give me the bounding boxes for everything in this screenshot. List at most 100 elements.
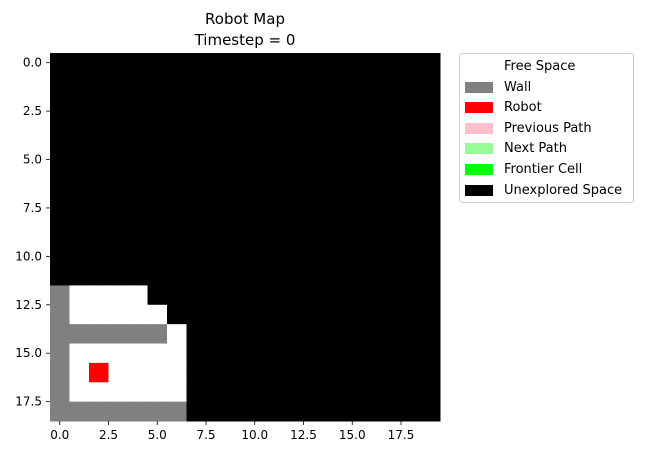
legend-item-frontier-cell: Frontier Cell <box>465 159 582 179</box>
unexplored-cell <box>167 53 187 73</box>
wall-cell <box>50 362 70 383</box>
unexplored-cell <box>420 266 441 286</box>
wall-cell <box>50 304 70 325</box>
x-tick-label: 0.0 <box>50 428 69 442</box>
unexplored-cell <box>303 285 324 306</box>
unexplored-cell <box>225 285 246 306</box>
unexplored-cell <box>167 285 187 306</box>
robot-cell <box>89 362 109 383</box>
unexplored-cell <box>420 401 441 422</box>
unexplored-cell <box>381 382 402 403</box>
unexplored-cell <box>264 130 285 151</box>
unexplored-cell <box>323 266 343 286</box>
unexplored-cell <box>420 227 441 248</box>
legend-swatch <box>465 81 493 93</box>
wall-cell <box>128 324 148 345</box>
unexplored-cell <box>167 266 187 286</box>
unexplored-cell <box>401 188 421 209</box>
unexplored-cell <box>401 91 421 112</box>
unexplored-cell <box>108 91 129 112</box>
unexplored-cell <box>69 53 90 73</box>
unexplored-cell <box>303 72 324 93</box>
unexplored-cell <box>323 91 343 112</box>
unexplored-cell <box>245 111 265 131</box>
x-tick-label: 2.5 <box>99 428 118 442</box>
unexplored-cell <box>381 188 402 209</box>
unexplored-cell <box>108 72 129 93</box>
unexplored-cell <box>362 149 382 170</box>
free-cell <box>128 382 148 403</box>
wall-cell <box>50 285 70 306</box>
free-cell <box>108 285 129 306</box>
free-cell <box>89 343 109 364</box>
free-cell <box>89 382 109 403</box>
unexplored-cell <box>401 227 421 248</box>
y-tick-label: 12.5 <box>15 298 42 312</box>
x-axis: 0.0 2.5 5.0 7.5 10.0 12.5 15.0 17.5 <box>50 421 414 442</box>
unexplored-cell <box>128 188 148 209</box>
x-tick-label: 10.0 <box>241 428 268 442</box>
unexplored-cell <box>89 227 109 248</box>
unexplored-cell <box>206 246 226 267</box>
unexplored-cell <box>401 53 421 73</box>
unexplored-cell <box>284 401 304 422</box>
free-cell <box>69 304 90 325</box>
unexplored-cell <box>342 362 363 383</box>
unexplored-cell <box>50 188 70 209</box>
unexplored-cell <box>108 169 129 190</box>
unexplored-cell <box>69 227 90 248</box>
unexplored-cell <box>186 188 207 209</box>
legend-label: Frontier Cell <box>504 161 583 177</box>
unexplored-cell <box>245 72 265 93</box>
unexplored-cell <box>128 130 148 151</box>
unexplored-cell <box>401 304 421 325</box>
unexplored-cell <box>167 72 187 93</box>
unexplored-cell <box>245 207 265 228</box>
unexplored-cell <box>108 227 129 248</box>
unexplored-cell <box>381 401 402 422</box>
unexplored-cell <box>89 246 109 267</box>
unexplored-cell <box>401 324 421 345</box>
unexplored-cell <box>401 149 421 170</box>
unexplored-cell <box>342 169 363 190</box>
unexplored-cell <box>186 72 207 93</box>
unexplored-cell <box>401 130 421 151</box>
unexplored-cell <box>225 401 246 422</box>
unexplored-cell <box>167 304 187 325</box>
unexplored-cell <box>284 207 304 228</box>
unexplored-cell <box>245 53 265 73</box>
unexplored-cell <box>362 362 382 383</box>
unexplored-cell <box>420 304 441 325</box>
unexplored-cell <box>420 111 441 131</box>
unexplored-cell <box>89 188 109 209</box>
unexplored-cell <box>225 227 246 248</box>
unexplored-cell <box>128 246 148 267</box>
unexplored-cell <box>401 401 421 422</box>
unexplored-cell <box>245 324 265 345</box>
unexplored-cell <box>186 324 207 345</box>
unexplored-cell <box>69 246 90 267</box>
unexplored-cell <box>401 207 421 228</box>
unexplored-cell <box>69 207 90 228</box>
unexplored-cell <box>206 401 226 422</box>
unexplored-cell <box>206 207 226 228</box>
unexplored-cell <box>186 285 207 306</box>
wall-cell <box>50 343 70 364</box>
unexplored-cell <box>420 130 441 151</box>
unexplored-cell <box>264 266 285 286</box>
unexplored-cell <box>186 91 207 112</box>
unexplored-cell <box>69 130 90 151</box>
unexplored-cell <box>323 188 343 209</box>
unexplored-cell <box>186 382 207 403</box>
unexplored-cell <box>108 53 129 73</box>
free-cell <box>89 304 109 325</box>
unexplored-cell <box>342 130 363 151</box>
unexplored-cell <box>50 266 70 286</box>
unexplored-cell <box>225 130 246 151</box>
unexplored-cell <box>420 53 441 73</box>
unexplored-cell <box>245 304 265 325</box>
map-cells <box>50 53 441 422</box>
unexplored-cell <box>225 343 246 364</box>
legend-label: Unexplored Space <box>504 182 623 198</box>
